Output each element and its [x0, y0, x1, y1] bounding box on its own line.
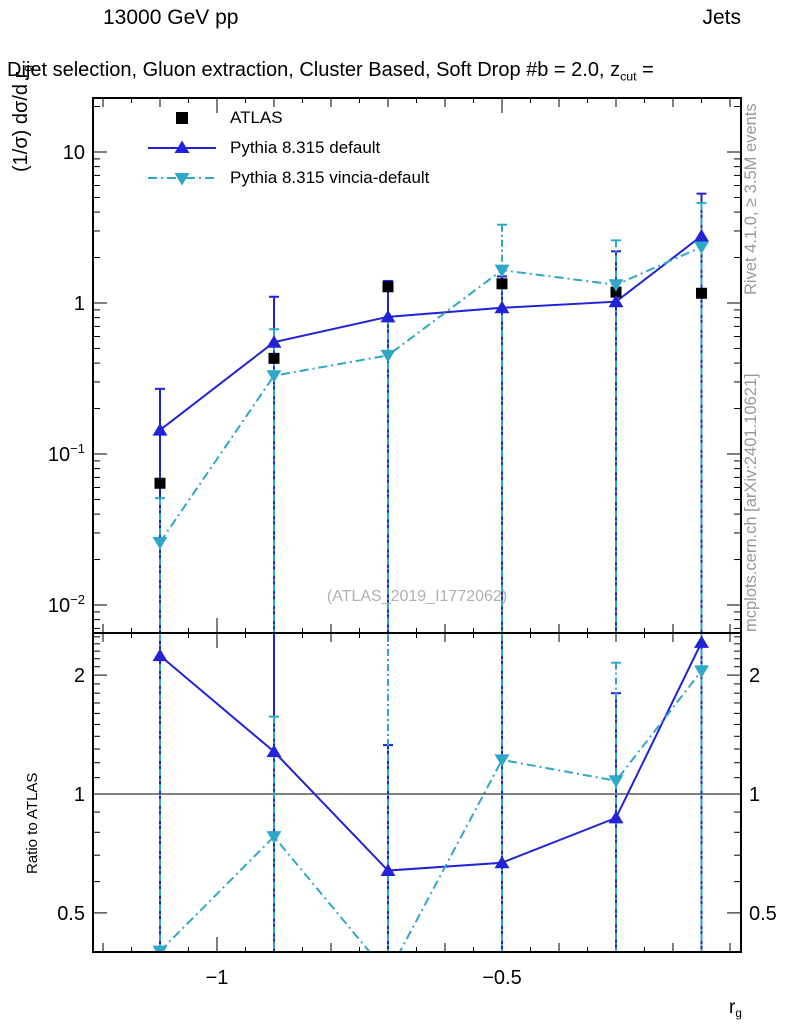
legend-item-atlas: ATLAS	[146, 103, 429, 133]
y-axis-title-text: (1/σ) dσ/d r	[10, 71, 32, 172]
square-marker	[382, 281, 394, 293]
triangle-up-marker	[694, 228, 709, 242]
legend-item-pythia-vincia: Pythia 8.315 vincia-default	[146, 163, 429, 193]
axis-ticks	[93, 98, 741, 952]
y-axis-title-subscript: g	[20, 64, 35, 72]
subtitle-suffix: =	[636, 59, 654, 81]
triangle-down-marker	[608, 279, 624, 292]
square-marker	[154, 477, 166, 489]
mcplots-reference-note: mcplots.cern.ch [arXiv:2401.10621]	[742, 373, 760, 632]
triangle-down-marker	[381, 969, 396, 982]
tick-labels: 10 1 10−1 10−2 2 2 1 1 0.5 0.5 −1 −0.5	[48, 142, 777, 989]
square-marker	[610, 286, 622, 298]
ratio-tick-label: 0.5	[57, 903, 85, 925]
ratio-vincia-line	[159, 670, 703, 951]
legend-label: Pythia 8.315 vincia-default	[230, 168, 430, 187]
triangle-up-marker	[380, 863, 396, 877]
triangle-down-marker	[694, 665, 709, 678]
triangle-down-marker-icon	[146, 167, 218, 189]
ratio-tick-label: 1	[74, 784, 85, 806]
triangle-down-marker	[494, 264, 510, 278]
triangle-up-marker-icon	[146, 137, 218, 159]
y-tick-label: 1	[74, 293, 85, 315]
legend-label: ATLAS	[230, 108, 283, 127]
triangle-down-marker	[494, 754, 510, 767]
pythia-vincia-line	[159, 246, 702, 543]
triangle-down-marker	[152, 536, 168, 550]
ratio-axis-title: Ratio to ATLAS	[24, 772, 41, 874]
triangle-up-marker	[494, 855, 510, 869]
subtitle-subscript: cut	[620, 69, 637, 84]
selection-subtitle: Dijet selection, Gluon extraction, Clust…	[7, 59, 654, 83]
pythia-default-line	[159, 235, 703, 431]
triangle-up-marker	[152, 648, 168, 662]
square-marker-icon	[146, 107, 218, 129]
x-axis-title: rg	[729, 997, 742, 1020]
triangle-up-marker	[152, 423, 168, 436]
x-axis-title-subscript: g	[735, 1007, 742, 1021]
triangle-down-marker	[152, 945, 168, 951]
triangle-up-marker	[380, 309, 396, 323]
y-axis-title: (1/σ) dσ/d rg	[10, 65, 34, 172]
ratio-default-line	[159, 641, 703, 872]
legend: ATLAS Pythia 8.315 default Pythia 8.315 …	[146, 103, 429, 193]
legend-label: Pythia 8.315 default	[230, 138, 381, 157]
square-marker	[268, 352, 280, 364]
triangle-down-marker	[694, 241, 709, 254]
ratio-tick-label: 2	[74, 665, 85, 687]
y-tick-label: 10−1	[48, 441, 85, 466]
main-panel-data	[152, 192, 709, 632]
x-tick-label: −0.5	[482, 967, 521, 989]
triangle-down-marker	[380, 349, 396, 363]
y-tick-label: 10−2	[48, 592, 85, 617]
beam-title: 13000 GeV pp	[103, 6, 239, 29]
triangle-up-marker	[608, 810, 624, 824]
ratio-panel-data	[152, 634, 709, 982]
triangle-down-marker	[266, 831, 282, 844]
rivet-version-note: Rivet 4.1.0, ≥ 3.5M events	[742, 103, 760, 295]
y-tick-label: 10	[63, 142, 85, 164]
ratio-tick-label-right: 0.5	[749, 903, 777, 925]
x-axis-title-text: r	[729, 997, 736, 1018]
triangle-up-marker	[608, 294, 624, 308]
triangle-up-marker	[266, 335, 282, 348]
triangle-up-marker	[266, 744, 282, 758]
triangle-down-marker	[266, 370, 282, 383]
analysis-watermark: (ATLAS_2019_I1772062)	[326, 588, 508, 605]
triangle-up-marker	[694, 635, 709, 648]
legend-item-pythia-default: Pythia 8.315 default	[146, 133, 429, 163]
triangle-up-marker	[494, 300, 510, 314]
ratio-tick-label-right: 1	[749, 784, 760, 806]
square-marker	[696, 287, 707, 299]
ratio-tick-label-right: 2	[749, 665, 760, 687]
subtitle-text: Dijet selection, Gluon extraction, Clust…	[7, 59, 621, 81]
process-title: Jets	[702, 6, 741, 29]
square-marker	[496, 278, 508, 290]
x-tick-label: −1	[206, 967, 229, 989]
triangle-down-marker	[608, 775, 624, 788]
